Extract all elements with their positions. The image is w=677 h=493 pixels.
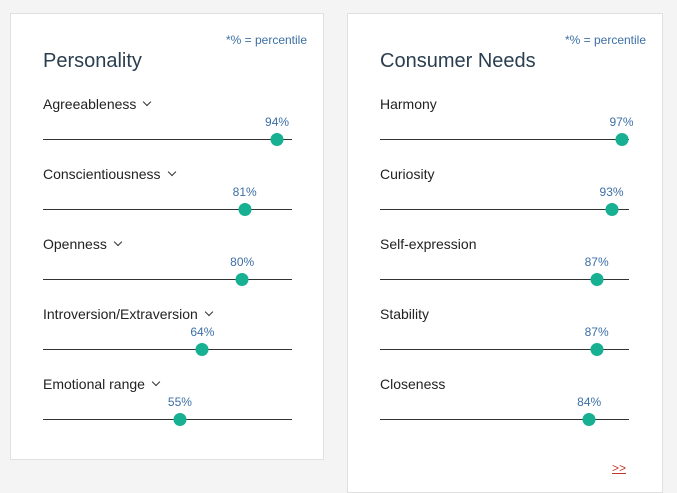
trait-label: Introversion/Extraversion	[43, 306, 198, 322]
need-percentile: 97%	[609, 115, 634, 129]
trait-percentile: 55%	[167, 395, 192, 409]
need-label: Harmony	[380, 96, 437, 112]
need-percentile: 93%	[599, 185, 624, 199]
need-closeness: Closeness 84%	[380, 376, 629, 436]
trait-openness: Openness 80%	[43, 236, 292, 296]
slider-track	[43, 209, 292, 210]
personality-card: *% = percentile Personality Agreeablenes…	[10, 13, 324, 460]
trait-toggle-introversion-extraversion[interactable]: Introversion/Extraversion	[43, 306, 214, 322]
trait-toggle-conscientiousness[interactable]: Conscientiousness	[43, 166, 176, 182]
slider-track	[380, 279, 629, 280]
slider-knob	[195, 343, 209, 356]
need-label-row: Harmony	[380, 96, 437, 112]
slider-knob	[235, 273, 249, 286]
slider-knob	[615, 133, 629, 146]
trait-introversion-extraversion: Introversion/Extraversion 64%	[43, 306, 292, 366]
trait-percentile: 81%	[232, 185, 257, 199]
need-label: Stability	[380, 306, 430, 322]
slider-track	[380, 419, 629, 420]
slider-track	[380, 139, 629, 140]
trait-label: Emotional range	[43, 376, 145, 392]
trait-label: Conscientiousness	[43, 166, 161, 182]
slider-track	[43, 279, 292, 280]
trait-conscientiousness: Conscientiousness 81%	[43, 166, 292, 226]
trait-percentile: 64%	[190, 325, 215, 339]
slider-knob	[605, 203, 619, 216]
trait-toggle-agreeableness[interactable]: Agreeableness	[43, 96, 152, 112]
slider-track	[380, 349, 629, 350]
need-self-expression: Self-expression 87%	[380, 236, 629, 296]
trait-label: Openness	[43, 236, 107, 252]
slider-knob	[238, 203, 252, 216]
need-harmony: Harmony 97%	[380, 96, 634, 156]
percentile-note: *% = percentile	[564, 33, 646, 47]
consumer-needs-card: *% = percentile Consumer Needs Harmony 9…	[347, 13, 663, 493]
need-label-row: Closeness	[380, 376, 445, 392]
slider-knob	[590, 273, 604, 286]
need-label: Curiosity	[380, 166, 435, 182]
chevron-down-icon	[113, 237, 123, 247]
slider-track	[380, 209, 629, 210]
trait-percentile: 94%	[265, 115, 290, 129]
need-label: Self-expression	[380, 236, 477, 252]
need-curiosity: Curiosity 93%	[380, 166, 629, 226]
trait-toggle-openness[interactable]: Openness	[43, 236, 123, 252]
slider-knob	[173, 413, 187, 426]
more-link[interactable]: >>	[611, 461, 626, 475]
trait-emotional-range: Emotional range 55%	[43, 376, 292, 436]
slider-track	[43, 349, 292, 350]
need-stability: Stability 87%	[380, 306, 629, 366]
chevron-down-icon	[151, 377, 161, 387]
slider-knob	[590, 343, 604, 356]
slider-knob	[270, 133, 284, 146]
trait-label: Agreeableness	[43, 96, 137, 112]
need-label: Closeness	[380, 376, 446, 392]
trait-toggle-emotional-range[interactable]: Emotional range	[43, 376, 161, 392]
need-label-row: Self-expression	[380, 236, 477, 252]
trait-percentile: 80%	[230, 255, 255, 269]
slider-track	[43, 419, 292, 420]
need-label-row: Curiosity	[380, 166, 434, 182]
personality-title: Personality	[43, 50, 142, 72]
need-percentile: 84%	[577, 395, 602, 409]
slider-knob	[582, 413, 596, 426]
chevron-down-icon	[167, 167, 176, 177]
need-percentile: 87%	[584, 255, 609, 269]
need-percentile: 87%	[584, 325, 609, 339]
chevron-down-icon	[143, 97, 152, 107]
need-label-row: Stability	[380, 306, 429, 322]
percentile-note: *% = percentile	[225, 33, 307, 47]
trait-agreeableness: Agreeableness 94%	[43, 96, 292, 156]
chevron-down-icon	[204, 307, 214, 317]
consumer-needs-title: Consumer Needs	[380, 50, 536, 72]
slider-track	[43, 139, 292, 140]
